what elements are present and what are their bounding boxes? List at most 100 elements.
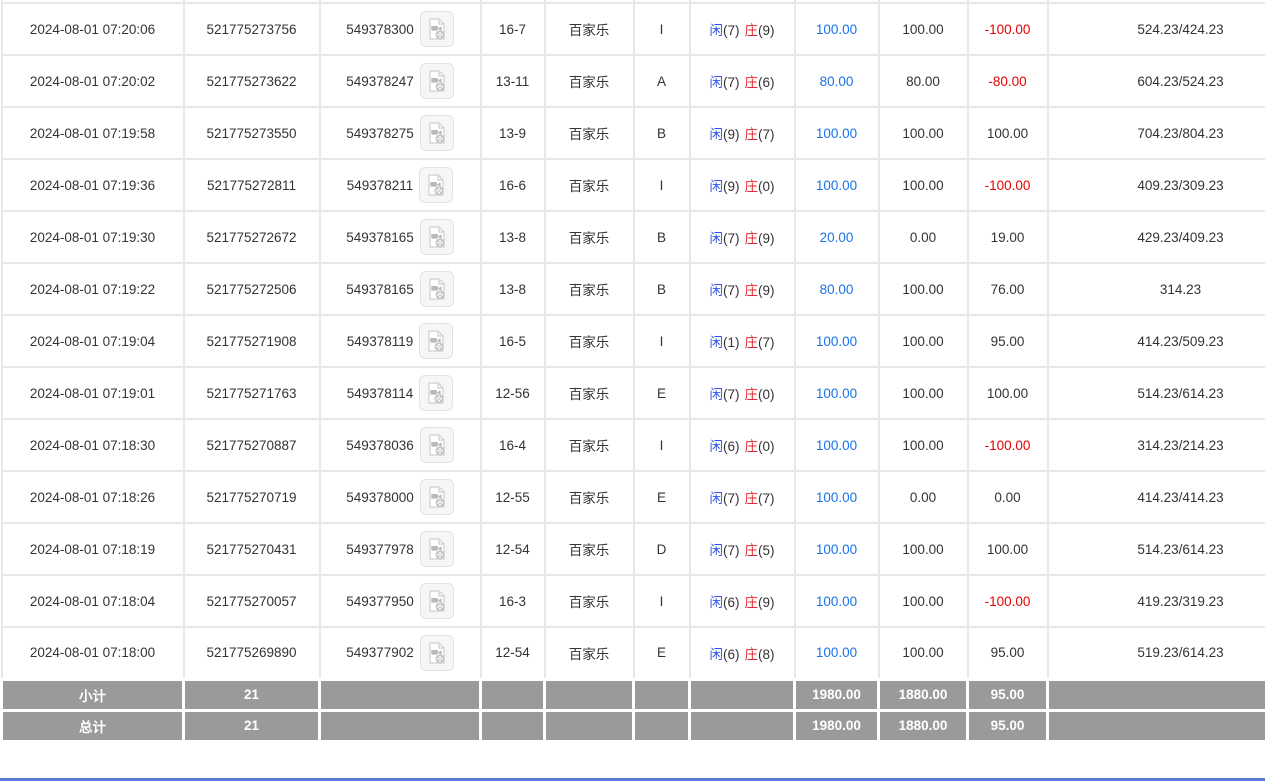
bet-amount-cell: 80.00 <box>793 54 880 108</box>
valid-amount: 100.00 <box>902 177 944 193</box>
bet-id: 521775270057 <box>206 593 297 609</box>
bet-amount-link[interactable]: 80.00 <box>819 73 854 89</box>
banker-result-label: 庄 <box>744 543 759 558</box>
video-replay-icon <box>427 18 447 40</box>
player-result-label: 闲 <box>709 231 724 246</box>
summary-row: 小计 21 1980.00 1880.00 95.00 <box>0 677 1265 712</box>
summary-count-cell: 21 <box>182 708 321 743</box>
seat-letter-cell: I <box>632 418 691 472</box>
seat-letter-cell: B <box>632 210 691 264</box>
table-number: 12-54 <box>495 541 530 557</box>
video-replay-button[interactable] <box>419 634 454 671</box>
video-replay-button[interactable] <box>419 219 454 255</box>
valid-amount: 100.00 <box>902 281 944 297</box>
seat-letter: I <box>659 437 664 453</box>
video-replay-button[interactable] <box>419 323 454 359</box>
video-replay-button[interactable] <box>419 427 454 463</box>
bet-time: 2024-08-01 07:19:58 <box>29 125 156 141</box>
bet-id: 521775272811 <box>206 177 297 193</box>
bet-time: 2024-08-01 07:18:19 <box>29 541 156 557</box>
game-result-cell: 闲(6) 庄(8) <box>688 626 796 680</box>
banker-result-label: 庄 <box>744 127 759 142</box>
game-name: 百家乐 <box>568 75 610 90</box>
table-row: 2024-08-01 07:19:01 521775271763 5493781… <box>0 366 1265 420</box>
bet-amount-link[interactable]: 100.00 <box>815 645 858 661</box>
bet-time-cell: 2024-08-01 07:19:04 <box>0 314 185 368</box>
table-number-cell: 16-5 <box>479 314 546 368</box>
banker-result-label: 庄 <box>744 23 759 38</box>
balance-before-after: 414.23/509.23 <box>1137 333 1224 349</box>
video-replay-button[interactable] <box>419 479 454 515</box>
win-loss-cell: -100.00 <box>966 418 1049 472</box>
game-name: 百家乐 <box>568 179 610 194</box>
bet-amount-link[interactable]: 100.00 <box>815 333 858 349</box>
seat-letter-cell: I <box>632 314 691 368</box>
summary-label: 小计 <box>79 688 106 704</box>
bet-amount-link[interactable]: 80.00 <box>819 281 854 297</box>
table-number-cell: 13-11 <box>479 54 546 108</box>
summary-balance-cell <box>1046 708 1265 743</box>
bet-amount-link[interactable]: 100.00 <box>815 385 858 401</box>
round-cell: 549378119 <box>318 314 482 368</box>
table-number-cell: 13-8 <box>479 210 546 264</box>
bet-amount-link[interactable]: 100.00 <box>815 125 858 141</box>
player-result-label: 闲 <box>709 543 724 558</box>
bet-amount-link[interactable]: 100.00 <box>815 541 858 557</box>
video-replay-button[interactable] <box>419 271 454 307</box>
banker-points: (7) <box>758 127 775 142</box>
banker-points: (0) <box>758 439 775 454</box>
bet-id: 521775269890 <box>206 645 297 661</box>
summary-label-cell: 小计 <box>0 677 185 712</box>
game-name-cell: 百家乐 <box>543 2 635 56</box>
video-replay-button[interactable] <box>419 531 454 567</box>
bet-amount-link[interactable]: 100.00 <box>815 437 858 453</box>
round-cell: 549378275 <box>318 106 482 160</box>
video-replay-icon <box>427 122 447 144</box>
banker-points: (5) <box>758 543 775 558</box>
seat-letter-cell: A <box>632 54 691 108</box>
video-replay-button[interactable] <box>419 375 454 411</box>
bet-id-cell: 521775273756 <box>182 2 321 56</box>
round-id: 549378211 <box>346 177 414 193</box>
bet-amount-link[interactable]: 100.00 <box>815 489 858 505</box>
seat-letter: I <box>659 177 664 193</box>
summary-winloss-total: 95.00 <box>990 687 1025 702</box>
valid-amount-cell: 100.00 <box>877 158 969 212</box>
bet-amount-link[interactable]: 20.00 <box>819 229 854 245</box>
bet-amount-link[interactable]: 100.00 <box>815 177 858 193</box>
banker-points: (7) <box>758 335 775 350</box>
table-row: 2024-08-01 07:19:36 521775272811 5493782… <box>0 158 1265 212</box>
bet-time: 2024-08-01 07:18:30 <box>29 437 156 453</box>
table-number-cell: 12-56 <box>479 366 546 420</box>
round-id: 549378247 <box>346 73 414 89</box>
seat-letter-cell: E <box>632 366 691 420</box>
bet-time: 2024-08-01 07:18:26 <box>29 489 156 505</box>
seat-letter-cell: E <box>632 626 691 680</box>
game-name: 百家乐 <box>568 595 610 610</box>
valid-amount-cell: 100.00 <box>877 2 969 56</box>
bet-amount-link[interactable]: 100.00 <box>815 593 858 609</box>
banker-result-label: 庄 <box>744 646 759 662</box>
video-replay-button[interactable] <box>419 63 454 99</box>
video-replay-icon <box>426 330 446 352</box>
table-row: 2024-08-01 07:19:04 521775271908 5493781… <box>0 314 1265 368</box>
round-cell: 549378211 <box>318 158 482 212</box>
bet-amount-link[interactable]: 100.00 <box>815 21 858 37</box>
balance-before-after: 314.23 <box>1159 281 1202 297</box>
video-replay-button[interactable] <box>419 11 454 47</box>
video-replay-button[interactable] <box>419 167 454 203</box>
video-replay-button[interactable] <box>419 583 454 619</box>
table-row: 2024-08-01 07:18:19 521775270431 5493779… <box>0 522 1265 576</box>
summary-count: 21 <box>243 687 260 702</box>
game-name-cell: 百家乐 <box>543 470 635 524</box>
seat-letter: E <box>656 645 666 661</box>
balance-before-after: 314.23/214.23 <box>1137 437 1224 453</box>
video-replay-icon <box>426 174 446 196</box>
bet-id-cell: 521775272506 <box>182 262 321 316</box>
seat-letter-cell: B <box>632 262 691 316</box>
video-replay-button[interactable] <box>419 115 454 151</box>
video-replay-icon <box>427 538 447 560</box>
player-result-label: 闲 <box>709 23 724 38</box>
bet-id-cell: 521775272672 <box>182 210 321 264</box>
balance-before-after: 414.23/414.23 <box>1137 489 1224 505</box>
